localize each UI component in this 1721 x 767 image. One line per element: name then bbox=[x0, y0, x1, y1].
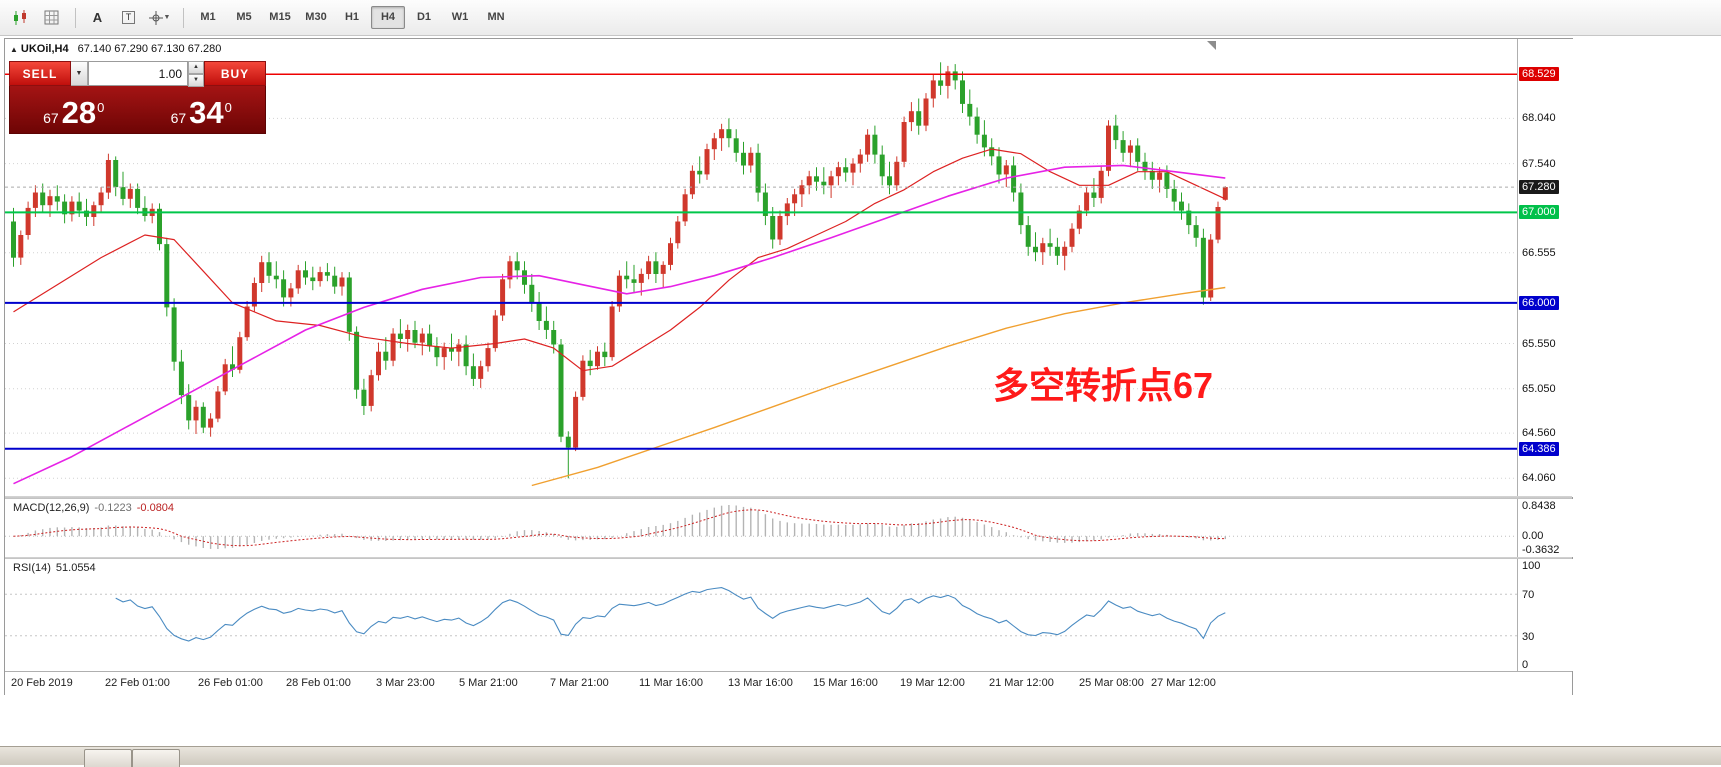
rsi-scale-tick: 30 bbox=[1522, 630, 1535, 643]
chart-tabs-bar bbox=[0, 746, 1721, 767]
buy-price-whole: 67 bbox=[170, 110, 187, 126]
time-axis-label: 21 Mar 12:00 bbox=[989, 677, 1054, 689]
chart-shift-marker-icon[interactable] bbox=[1207, 41, 1216, 50]
rsi-scale[interactable]: 100 70 30 0 bbox=[1517, 559, 1573, 671]
price-scale-tick: 64.060 bbox=[1522, 472, 1556, 484]
panel-splitter[interactable] bbox=[5, 496, 1572, 499]
letter-t-glyph: T bbox=[121, 11, 136, 24]
rsi-label: RSI(14) 51.0554 bbox=[13, 562, 96, 574]
time-axis-label: 19 Mar 12:00 bbox=[900, 677, 965, 689]
rsi-name: RSI(14) bbox=[13, 562, 51, 574]
time-axis-label: 15 Mar 16:00 bbox=[813, 677, 878, 689]
macd-name: MACD(12,26,9) bbox=[13, 502, 90, 514]
price-chart-area[interactable]: 68.529 68.040 67.540 67.280 67.000 66.555 66.0… bbox=[5, 39, 1573, 497]
time-axis-label: 20 Feb 2019 bbox=[11, 677, 73, 689]
letter-a-glyph: A bbox=[92, 10, 103, 25]
sell-price-whole: 67 bbox=[43, 110, 59, 126]
time-axis-label: 13 Mar 16:00 bbox=[728, 677, 793, 689]
rsi-canvas[interactable] bbox=[5, 559, 1517, 671]
time-axis-label: 25 Mar 08:00 bbox=[1079, 677, 1144, 689]
volume-preset-dropdown[interactable]: ▼ bbox=[71, 61, 88, 86]
time-axis-label: 28 Feb 01:00 bbox=[286, 677, 351, 689]
price-scale-tick: 66.000 bbox=[1519, 296, 1559, 310]
price-scale-tick: 67.000 bbox=[1519, 205, 1559, 219]
time-axis-label: 26 Feb 01:00 bbox=[198, 677, 263, 689]
caret-down-icon: ▼ bbox=[75, 70, 83, 77]
macd-scale[interactable]: 0.8438 0.00 -0.3632 bbox=[1517, 499, 1573, 557]
timeframe-button-w1[interactable]: W1 bbox=[451, 11, 469, 23]
time-axis-label: 11 Mar 16:00 bbox=[639, 677, 704, 689]
buy-price-pips: 34 bbox=[189, 95, 224, 130]
time-axis[interactable]: 20 Feb 2019 22 Feb 01:00 26 Feb 01:00 28 Fe… bbox=[5, 671, 1572, 695]
macd-canvas[interactable] bbox=[5, 499, 1517, 557]
sell-button[interactable]: SELL bbox=[9, 61, 71, 86]
time-axis-label: 27 Mar 12:00 bbox=[1151, 677, 1216, 689]
price-scale-tick: 65.550 bbox=[1522, 338, 1556, 350]
price-scale-tick: 68.529 bbox=[1519, 67, 1559, 81]
timeframe-button-h4[interactable]: H4 bbox=[371, 6, 405, 29]
time-axis-label: 7 Mar 21:00 bbox=[550, 677, 609, 689]
chart-window: 68.529 68.040 67.540 67.280 67.000 66.555 66.0… bbox=[4, 38, 1573, 695]
macd-value-2: -0.0804 bbox=[136, 502, 175, 514]
price-scale-tick: 67.540 bbox=[1522, 158, 1556, 170]
text-label-tool-icon[interactable]: A bbox=[83, 5, 112, 31]
volume-decrease-button[interactable]: ▼ bbox=[188, 74, 204, 87]
grid-icon[interactable] bbox=[37, 5, 66, 31]
time-axis-label: 22 Feb 01:00 bbox=[105, 677, 170, 689]
volume-stepper: ▲ ▼ bbox=[188, 61, 204, 87]
buy-price-fraction: 0 bbox=[224, 100, 232, 115]
timeframe-button-group: M1 M5 M15 M30 H1 H4 D1 W1 MN bbox=[191, 6, 515, 29]
timeframe-button-m5[interactable]: M5 bbox=[236, 11, 252, 23]
buy-button[interactable]: BUY bbox=[204, 61, 266, 86]
toolbar-separator bbox=[183, 7, 184, 28]
sell-price-pips: 28 bbox=[61, 95, 97, 130]
macd-value-1: -0.1223 bbox=[94, 502, 132, 514]
timeframe-button-d1[interactable]: D1 bbox=[416, 11, 432, 23]
rsi-scale-tick: 70 bbox=[1522, 589, 1535, 602]
sell-price-fraction: 0 bbox=[97, 100, 105, 115]
macd-scale-tick: 0.8438 bbox=[1522, 500, 1556, 512]
rsi-scale-tick: 100 bbox=[1522, 560, 1541, 572]
price-scale-tick: 67.280 bbox=[1519, 180, 1559, 194]
timeframe-button-m1[interactable]: M1 bbox=[200, 11, 216, 23]
collapse-arrow-icon[interactable]: ▲ bbox=[10, 45, 18, 54]
candlestick-chart-icon[interactable] bbox=[6, 5, 35, 31]
price-scale-tick: 64.386 bbox=[1519, 442, 1559, 456]
buy-price-display[interactable]: 67 34 0 bbox=[138, 86, 266, 133]
price-scale[interactable]: 68.529 68.040 67.540 67.280 67.000 66.555 66.0… bbox=[1517, 39, 1573, 497]
chart-tab[interactable] bbox=[132, 749, 180, 767]
timeframe-button-m15[interactable]: M15 bbox=[269, 11, 291, 23]
ohlc-values: 67.140 67.290 67.130 67.280 bbox=[77, 43, 222, 55]
chart-tab[interactable] bbox=[84, 749, 132, 767]
time-axis-label: 5 Mar 21:00 bbox=[459, 677, 518, 689]
volume-input[interactable] bbox=[88, 61, 188, 86]
timeframe-button-mn[interactable]: MN bbox=[487, 11, 505, 23]
price-scale-tick: 65.050 bbox=[1522, 383, 1556, 395]
panel-splitter[interactable] bbox=[5, 557, 1572, 559]
symbol-label: UKOil,H4 bbox=[20, 43, 69, 55]
volume-increase-button[interactable]: ▲ bbox=[188, 61, 204, 74]
timeframe-button-h1[interactable]: H1 bbox=[344, 11, 360, 23]
price-scale-tick: 68.040 bbox=[1522, 112, 1556, 124]
toolbar-separator bbox=[75, 7, 76, 28]
macd-scale-tick: 0.00 bbox=[1522, 530, 1544, 543]
crosshair-tool-icon[interactable]: ▼ bbox=[145, 5, 174, 31]
macd-label: MACD(12,26,9) -0.1223 -0.0804 bbox=[13, 502, 174, 514]
rsi-scale-tick: 0 bbox=[1522, 659, 1529, 671]
caret-down-icon: ▼ bbox=[163, 14, 171, 21]
rsi-value: 51.0554 bbox=[55, 562, 96, 574]
text-frame-tool-icon[interactable]: T bbox=[114, 5, 143, 31]
rsi-indicator-panel[interactable]: 100 70 30 0 RSI(14) 51.0554 bbox=[5, 559, 1573, 671]
timeframe-button-m30[interactable]: M30 bbox=[305, 11, 327, 23]
price-scale-tick: 66.555 bbox=[1522, 247, 1556, 259]
sell-price-display[interactable]: 67 28 0 bbox=[10, 86, 138, 133]
chart-title: ▲ UKOil,H4 67.140 67.290 67.130 67.280 bbox=[10, 43, 221, 55]
time-axis-label: 3 Mar 23:00 bbox=[376, 677, 435, 689]
top-toolbar: A T ▼ M1 M5 M15 M30 H1 H4 D1 W1 MN bbox=[0, 0, 1721, 36]
price-scale-tick: 64.560 bbox=[1522, 427, 1556, 439]
macd-indicator-panel[interactable]: 0.8438 0.00 -0.3632 MACD(12,26,9) -0.1223 -0… bbox=[5, 499, 1573, 557]
macd-scale-tick: -0.3632 bbox=[1522, 544, 1560, 556]
